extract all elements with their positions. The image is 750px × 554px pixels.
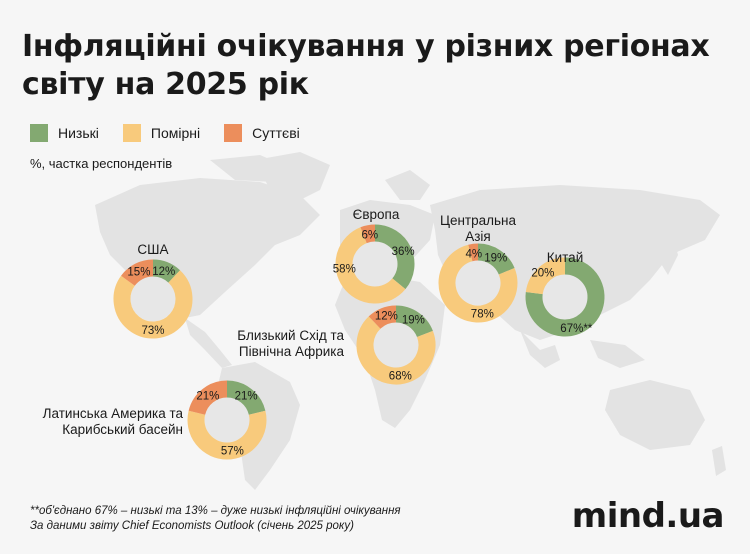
legend: Низькі Помірні Суттєві xyxy=(30,124,324,142)
region-label: Китай xyxy=(547,250,584,265)
donut-segment-significant xyxy=(368,305,397,330)
title-line-1: Інфляційні очікування у різних регіонах xyxy=(22,29,710,64)
data-label-moderate: 58% xyxy=(333,263,356,275)
title-line-2: світу на 2025 рік xyxy=(22,67,309,102)
region-label: Азія xyxy=(465,229,491,244)
donut-segment-moderate xyxy=(335,227,406,304)
donut-segment-low xyxy=(226,380,266,416)
donut-segment-low xyxy=(374,224,415,290)
legend-item-significant: Суттєві xyxy=(224,124,300,142)
donut-hole xyxy=(130,276,176,322)
data-label-significant: 4% xyxy=(466,248,483,260)
footnote: **об'єднано 67% – низькі та 13% – дуже н… xyxy=(30,504,401,534)
donut-segment-moderate xyxy=(113,270,193,339)
donut-0: 12% 73% 15% США xyxy=(113,242,193,339)
donut-segment-low xyxy=(525,257,605,337)
region-label: Карибський басейн xyxy=(62,422,183,437)
donut-segment-low xyxy=(477,243,515,276)
donut-segment-low xyxy=(395,305,433,338)
donut-5: 21% 57% 21% Латинська Америка таКарибський … xyxy=(43,380,267,460)
legend-swatch-significant xyxy=(224,124,243,142)
data-label-significant: 21% xyxy=(196,391,219,403)
region-label: Центральна xyxy=(440,213,517,228)
data-label-significant: 12% xyxy=(375,311,398,323)
legend-label-significant: Суттєві xyxy=(252,125,300,141)
data-label-moderate: 68% xyxy=(389,371,412,383)
data-label-significant: 6% xyxy=(361,229,378,241)
donut-segment-significant xyxy=(360,224,376,244)
region-label: Європа xyxy=(353,207,400,222)
donut-segment-moderate xyxy=(525,257,566,295)
data-label-moderate: 78% xyxy=(471,309,494,321)
region-label: Латинська Америка та xyxy=(43,406,184,421)
legend-label-low: Низькі xyxy=(58,125,99,141)
donut-segment-significant xyxy=(188,380,228,416)
unit-label: %, частка респондентів xyxy=(30,156,173,171)
region-label: Близький Схід та xyxy=(237,328,344,343)
donut-segment-moderate xyxy=(187,410,267,460)
legend-swatch-low xyxy=(30,124,48,142)
donut-hole xyxy=(373,322,419,368)
legend-swatch-moderate xyxy=(122,124,141,142)
brand-logo: mind.ua xyxy=(571,496,725,536)
donut-hole xyxy=(204,397,250,443)
donut-segment-low xyxy=(152,259,181,283)
data-label-low: 19% xyxy=(402,314,425,326)
data-label-low: 21% xyxy=(235,391,258,403)
data-label-low: 36% xyxy=(392,246,415,258)
legend-item-low: Низькі xyxy=(30,124,99,142)
donut-hole xyxy=(352,241,398,287)
donut-hole xyxy=(542,274,588,320)
data-label-low: 67%** xyxy=(560,323,592,335)
donut-segment-significant xyxy=(121,259,154,287)
donut-segment-significant xyxy=(468,243,479,262)
donut-1: 36% 58% 6% Європа xyxy=(333,207,415,304)
footnote-line-2: За даними звіту Chief Economists Outlook… xyxy=(30,520,354,532)
data-label-moderate: 20% xyxy=(531,267,554,279)
donut-hole xyxy=(455,260,501,306)
footnote-line-1: **об'єднано 67% – низькі та 13% – дуже н… xyxy=(30,505,401,517)
legend-item-moderate: Помірні xyxy=(122,124,201,142)
data-label-moderate: 73% xyxy=(141,325,164,337)
region-label: Північна Африка xyxy=(239,344,345,359)
donut-segment-moderate xyxy=(438,244,518,323)
data-label-low: 12% xyxy=(152,266,175,278)
region-label: США xyxy=(137,242,168,257)
donut-3: 67%** 20% Китай xyxy=(525,250,605,337)
data-label-significant: 15% xyxy=(127,266,150,278)
data-label-low: 19% xyxy=(484,253,507,265)
chart-title: Інфляційні очікування у різних регіонах … xyxy=(22,28,742,104)
donut-segment-moderate xyxy=(356,316,436,385)
legend-label-moderate: Помірні xyxy=(150,125,201,141)
data-label-moderate: 57% xyxy=(221,446,244,458)
